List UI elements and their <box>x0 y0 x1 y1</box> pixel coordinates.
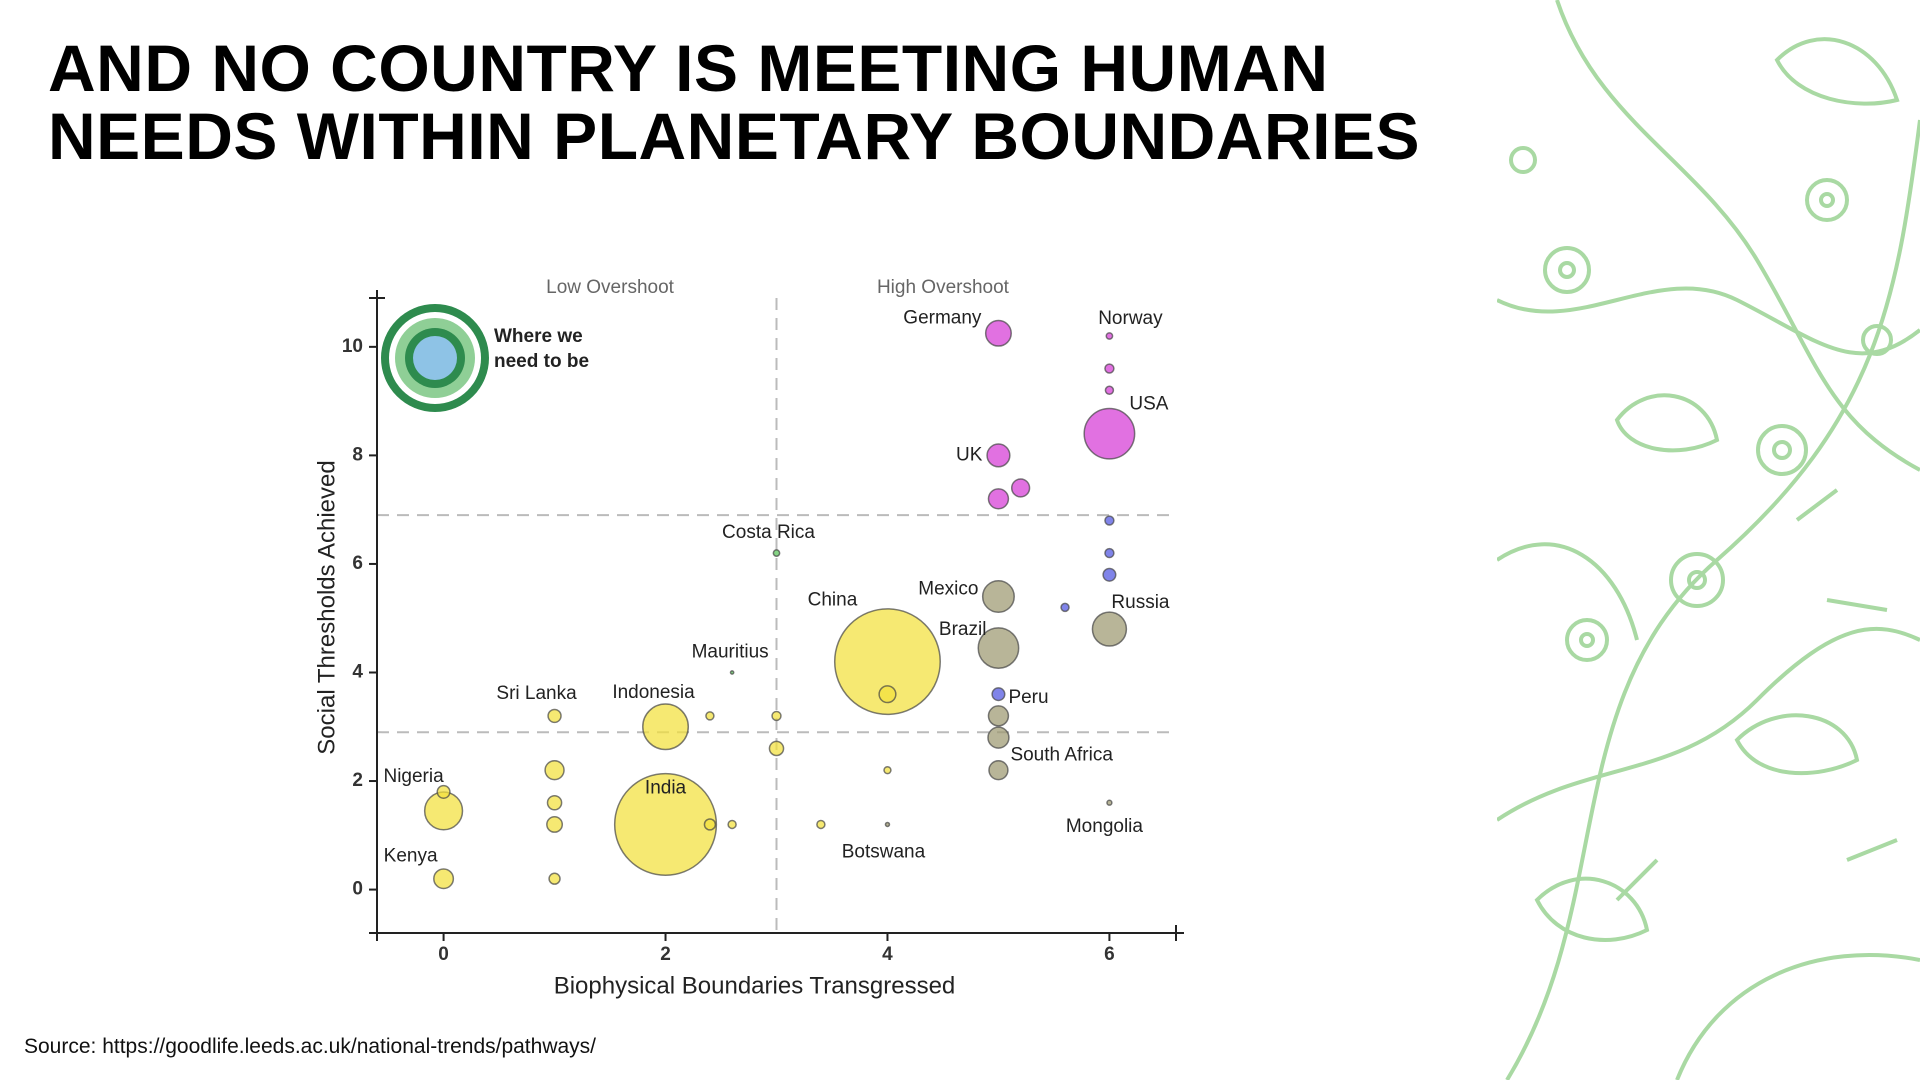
x-axis-label: Biophysical Boundaries Transgressed <box>554 972 956 999</box>
bubble <box>984 319 1012 347</box>
x-tick-label: 6 <box>1104 944 1115 965</box>
point-label: Sri Lanka <box>496 683 577 704</box>
y-tick-label: 10 <box>342 336 363 357</box>
bubble <box>977 627 1020 670</box>
target-icon <box>413 336 457 380</box>
slide-title: AND NO COUNTRY IS MEETING HUMAN NEEDS WI… <box>48 31 1421 173</box>
bubble <box>884 821 891 828</box>
point-label: Mongolia <box>1066 816 1144 837</box>
bubble <box>986 443 1011 468</box>
bubble <box>548 872 561 885</box>
point-label: Costa Rica <box>722 522 815 543</box>
annotation: Where we need to be <box>494 326 590 372</box>
floral-decoration <box>1497 0 1920 1080</box>
bubble <box>705 711 715 721</box>
x-tick-label: 4 <box>882 944 893 965</box>
x-tick-label: 0 <box>438 944 449 965</box>
point-label: Kenya <box>384 846 438 867</box>
bubble <box>771 710 782 722</box>
bubble <box>436 784 451 799</box>
bubble <box>991 687 1006 702</box>
region-label: Low Overshoot <box>546 277 675 298</box>
bubble <box>1060 602 1070 613</box>
bubble <box>878 685 897 704</box>
chart: Low Overshoot High Overshoot 0 2 4 6 8 10 0 2 4 6 Bi… <box>313 277 1184 999</box>
y-tick-label: 0 <box>352 879 363 900</box>
bubble <box>1091 611 1128 647</box>
bubble <box>1104 547 1115 559</box>
bubble <box>613 772 718 877</box>
bubble <box>546 815 564 833</box>
point-label: South Africa <box>1010 745 1113 766</box>
y-tick-label: 4 <box>352 662 363 683</box>
bubble <box>547 708 562 724</box>
point-label: Norway <box>1098 308 1163 329</box>
point-label: Peru <box>1008 687 1048 708</box>
bubble <box>546 794 563 811</box>
bubble <box>987 726 1010 749</box>
y-tick-label: 8 <box>352 444 363 465</box>
point-label: Russia <box>1111 592 1170 613</box>
point-label: USA <box>1129 394 1168 415</box>
bubble <box>987 705 1010 727</box>
bubble <box>981 579 1015 614</box>
bubble <box>433 868 455 890</box>
bubble <box>1104 385 1115 396</box>
point-label: Mexico <box>918 579 978 600</box>
point-label: China <box>808 590 858 611</box>
point-label: Mauritius <box>692 642 769 663</box>
bubble <box>1106 799 1113 806</box>
y-axis-label: Social Thresholds Achieved <box>313 460 340 754</box>
point-label: Nigeria <box>383 766 444 787</box>
y-tick-label: 2 <box>352 770 363 791</box>
y-tick-label: 6 <box>352 553 363 574</box>
bubble <box>768 740 785 757</box>
bubble <box>1083 407 1136 460</box>
bubble <box>1105 332 1114 340</box>
bubble <box>544 759 565 781</box>
bubble <box>1102 567 1117 582</box>
bubble <box>772 549 781 557</box>
source-text: Source: https://goodlife.leeds.ac.uk/nat… <box>24 1035 597 1058</box>
bubble <box>987 488 1010 510</box>
bubble <box>883 765 892 775</box>
bubble <box>729 670 735 675</box>
bubble <box>1104 515 1115 526</box>
bubble <box>833 608 941 716</box>
bubble <box>1010 478 1031 498</box>
bubble <box>1104 363 1115 374</box>
bubble <box>988 759 1009 781</box>
bubble <box>642 703 690 751</box>
bubble <box>727 819 737 830</box>
point-label: Germany <box>903 307 982 328</box>
region-label: High Overshoot <box>877 277 1010 298</box>
x-tick-label: 2 <box>660 944 671 965</box>
point-label: India <box>645 777 687 798</box>
bubble <box>816 819 826 830</box>
point-label: UK <box>956 444 983 465</box>
point-label: Brazil <box>939 619 987 640</box>
point-label: Botswana <box>842 841 926 862</box>
bubble <box>703 818 717 831</box>
point-label: Indonesia <box>612 682 695 703</box>
